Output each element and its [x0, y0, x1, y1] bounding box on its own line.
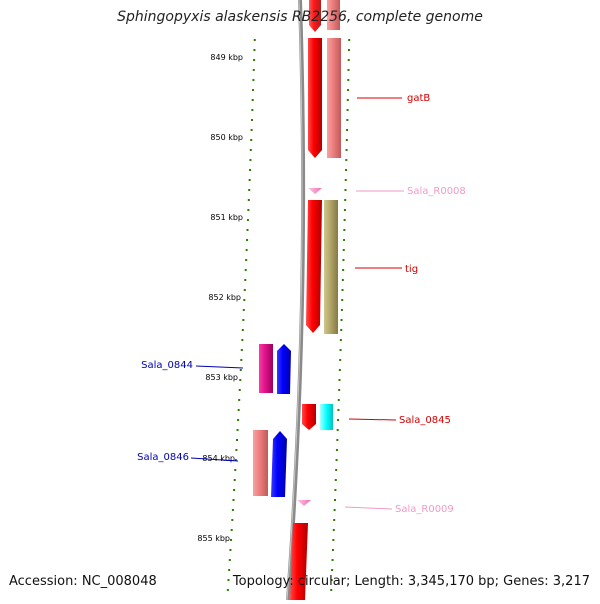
gene-sala-0845-red[interactable]: [302, 404, 316, 430]
genome-title: Sphingopyxis alaskensis RB2256, complete…: [117, 9, 483, 25]
scale-label-850: 850 kbp: [210, 133, 243, 142]
leader-sala-0844: [195, 365, 244, 369]
leader-sala-0845: [348, 418, 397, 421]
gene-sala-0844-blue[interactable]: [277, 344, 291, 394]
scale-label-855: 855 kbp: [197, 534, 230, 543]
label-sala-0845[interactable]: Sala_0845: [399, 415, 451, 426]
gene-gatb-salmon[interactable]: [327, 38, 341, 158]
scale-label-852: 852 kbp: [208, 293, 241, 302]
label-tig[interactable]: tig: [405, 264, 418, 275]
scale-ticks-right: [330, 39, 351, 591]
genome-backbone-highlight: [286, 0, 303, 601]
label-sala-r0009[interactable]: Sala_R0009: [395, 504, 454, 515]
gene-bottom-forward[interactable]: [290, 523, 308, 600]
gene-tig-olive[interactable]: [324, 200, 338, 334]
gene-top-forward[interactable]: [309, 0, 321, 32]
gene-sala-0846-salmon[interactable]: [253, 430, 268, 496]
gene-tig-red[interactable]: [306, 200, 322, 333]
scale-label-849: 849 kbp: [210, 53, 243, 62]
genome-backbone: [286, 0, 306, 601]
genome-summary-text: Topology: circular; Length: 3,345,170 bp…: [232, 574, 590, 589]
gene-sala-r0008[interactable]: [308, 188, 322, 194]
gene-gatb-red[interactable]: [308, 38, 322, 158]
gene-sala-0844-magenta[interactable]: [259, 344, 273, 393]
leader-sala-r0009: [344, 506, 393, 510]
gene-sala-r0009[interactable]: [297, 500, 311, 506]
label-sala-r0008[interactable]: Sala_R0008: [407, 186, 466, 197]
scale-label-854: 854 kbp: [202, 454, 235, 463]
leader-sala-0846: [190, 457, 239, 462]
gene-top-forward-2[interactable]: [327, 0, 340, 30]
scale-label-851: 851 kbp: [210, 213, 243, 222]
label-sala-0844[interactable]: Sala_0844: [141, 360, 193, 371]
gene-sala-0845-cyan[interactable]: [320, 404, 333, 430]
label-sala-0846[interactable]: Sala_0846: [137, 452, 189, 463]
gene-sala-0846-blue[interactable]: [271, 431, 287, 497]
accession-text: Accession: NC_008048: [9, 574, 157, 589]
label-gatb[interactable]: gatB: [407, 93, 430, 104]
scale-ticks-left: [226, 39, 256, 591]
scale-label-853: 853 kbp: [205, 373, 238, 382]
